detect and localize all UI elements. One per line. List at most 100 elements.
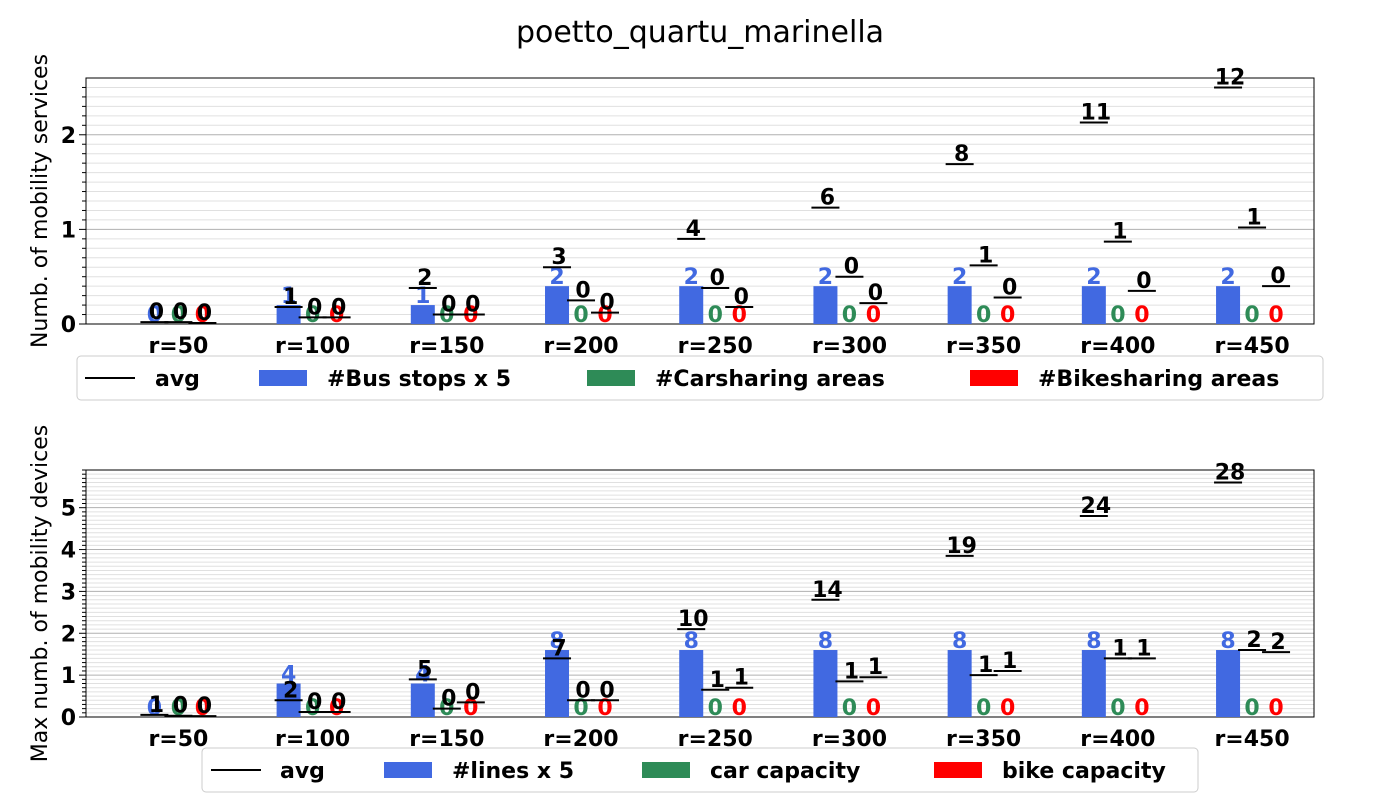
bar-value-label: 2 [818, 265, 833, 290]
y-tick-label: 5 [61, 497, 76, 522]
bar-value-label: 8 [549, 629, 564, 654]
avg-value-label: 0 [868, 281, 883, 306]
x-tick-label: r=450 [1214, 727, 1289, 752]
bar-value-label: 0 [866, 696, 881, 721]
bar [813, 286, 838, 324]
y-axis-label: Numb. of mobility services [28, 54, 53, 348]
avg-value-label: 24 [1081, 494, 1112, 519]
legend-label: bike capacity [1002, 759, 1166, 784]
avg-value-label: 1 [149, 693, 164, 718]
bar-value-label: 8 [684, 629, 699, 654]
legend-box [76, 355, 1324, 401]
bar-value-label: 0 [1244, 303, 1259, 328]
bar-value-label: 8 [1220, 629, 1235, 654]
x-tick-label: r=150 [409, 334, 484, 359]
avg-value-label: 4 [686, 217, 701, 242]
avg-value-label: 1 [1136, 636, 1151, 661]
bar-value-label: 8 [1086, 629, 1101, 654]
avg-value-label: 0 [599, 678, 614, 703]
avg-value-label: 0 [710, 266, 725, 291]
bar-value-label: 0 [195, 303, 210, 328]
y-tick-label: 3 [61, 580, 76, 605]
avg-value-label: 14 [812, 578, 843, 603]
bar-value-label: 0 [708, 303, 723, 328]
avg-value-label: 1 [844, 659, 859, 684]
y-tick-label: 1 [61, 218, 76, 243]
bar-value-label: 2 [549, 265, 564, 290]
bar [1216, 286, 1241, 324]
bar-value-label: 0 [732, 303, 747, 328]
x-tick-label: r=50 [148, 334, 208, 359]
avg-value-label: 0 [441, 293, 456, 318]
bar-value-label: 2 [1086, 265, 1101, 290]
avg-value-label: 2 [283, 678, 298, 703]
bar [1081, 286, 1106, 324]
bar-value-label: 0 [305, 696, 320, 721]
avg-value-label: 1 [978, 243, 993, 268]
avg-value-label: 11 [1081, 100, 1112, 125]
bar-value-label: 0 [976, 696, 991, 721]
avg-value-label: 1 [978, 653, 993, 678]
avg-value-label: 10 [678, 607, 709, 632]
avg-value-label: 0 [197, 301, 212, 326]
avg-value-label: 1 [1112, 220, 1127, 245]
avg-value-label: 28 [1215, 461, 1246, 486]
bar [679, 286, 704, 324]
bar-value-label: 0 [708, 696, 723, 721]
avg-value-label: 0 [465, 680, 480, 705]
y-tick-label: 0 [61, 313, 76, 338]
avg-value-label: 1 [868, 655, 883, 680]
bar-value-label: 0 [1110, 696, 1125, 721]
legend-label: #Bus stops x 5 [327, 367, 511, 392]
legend-label: #Carsharing areas [655, 367, 885, 392]
x-tick-label: r=450 [1214, 334, 1289, 359]
x-tick-label: r=350 [946, 334, 1021, 359]
bar-value-label: 0 [573, 696, 588, 721]
avg-value-label: 0 [331, 295, 346, 320]
bar [276, 305, 301, 324]
bar-value-label: 2 [684, 265, 699, 290]
avg-value-label: 0 [173, 300, 188, 325]
bar-value-label: 0 [866, 303, 881, 328]
avg-value-label: 2 [1270, 630, 1285, 655]
avg-value-label: 7 [551, 636, 566, 661]
bar-value-label: 0 [597, 696, 612, 721]
legend-label: car capacity [710, 759, 860, 784]
legend-handle-swatch [259, 370, 307, 386]
bar-value-label: 0 [597, 303, 612, 328]
bar [1216, 650, 1241, 717]
avg-value-label: 0 [1136, 269, 1151, 294]
legend-label: avg [155, 367, 200, 392]
avg-value-label: 0 [575, 678, 590, 703]
bar-value-label: 0 [329, 696, 344, 721]
bar [947, 286, 972, 324]
bar-value-label: 0 [1000, 696, 1015, 721]
bar-value-label: 1 [415, 284, 430, 309]
x-tick-label: r=300 [812, 334, 887, 359]
avg-value-label: 0 [307, 295, 322, 320]
bar [679, 650, 704, 717]
avg-value-label: 0 [149, 300, 164, 325]
avg-value-label: 0 [1270, 264, 1285, 289]
y-tick-label: 4 [61, 539, 76, 564]
legend-label: #Bikesharing areas [1038, 367, 1279, 392]
legend-handle-swatch [587, 370, 635, 386]
bar-value-label: 0 [329, 303, 344, 328]
avg-value-label: 0 [331, 690, 346, 715]
y-tick-label: 1 [61, 664, 76, 689]
legend-handle-swatch [384, 762, 432, 778]
x-tick-label: r=100 [275, 334, 350, 359]
legend-handle-swatch [642, 762, 690, 778]
bar-value-label: 8 [818, 629, 833, 654]
legend-handle-swatch [970, 370, 1018, 386]
bar-value-label: 0 [842, 696, 857, 721]
avg-value-label: 0 [844, 255, 859, 280]
bar-value-label: 1 [281, 284, 296, 309]
bar [813, 650, 838, 717]
bar-value-label: 0 [1000, 303, 1015, 328]
avg-value-label: 19 [946, 534, 977, 559]
y-tick-label: 2 [61, 622, 76, 647]
avg-value-label: 0 [173, 694, 188, 719]
bar-value-label: 2 [1220, 265, 1235, 290]
